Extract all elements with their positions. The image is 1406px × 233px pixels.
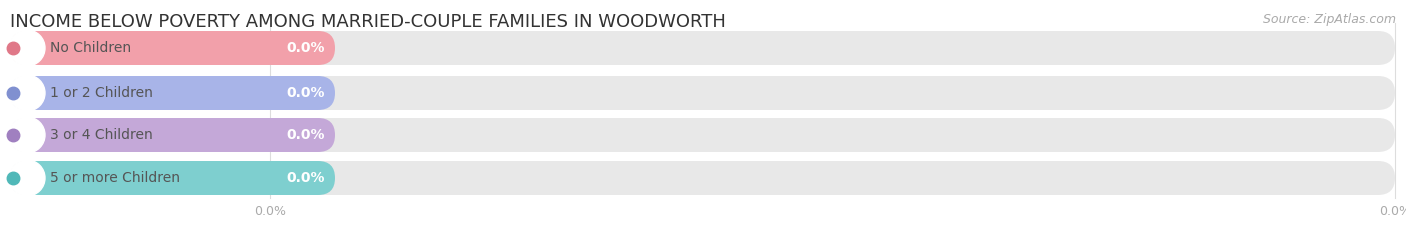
Circle shape — [8, 117, 45, 153]
Text: 1 or 2 Children: 1 or 2 Children — [51, 86, 153, 100]
FancyBboxPatch shape — [10, 118, 335, 152]
FancyBboxPatch shape — [10, 76, 1395, 110]
Text: 0.0%: 0.0% — [287, 86, 325, 100]
Text: 0.0%: 0.0% — [287, 171, 325, 185]
Text: 0.0%: 0.0% — [1379, 205, 1406, 218]
Text: No Children: No Children — [51, 41, 131, 55]
FancyBboxPatch shape — [10, 76, 335, 110]
FancyBboxPatch shape — [10, 31, 1395, 65]
Circle shape — [8, 30, 45, 66]
FancyBboxPatch shape — [10, 161, 1395, 195]
FancyBboxPatch shape — [10, 31, 335, 65]
Text: 0.0%: 0.0% — [287, 41, 325, 55]
Text: 5 or more Children: 5 or more Children — [51, 171, 180, 185]
Text: INCOME BELOW POVERTY AMONG MARRIED-COUPLE FAMILIES IN WOODWORTH: INCOME BELOW POVERTY AMONG MARRIED-COUPL… — [10, 13, 725, 31]
Text: Source: ZipAtlas.com: Source: ZipAtlas.com — [1263, 13, 1396, 26]
Text: 0.0%: 0.0% — [254, 205, 285, 218]
Text: 0.0%: 0.0% — [287, 128, 325, 142]
FancyBboxPatch shape — [10, 118, 1395, 152]
Circle shape — [8, 160, 45, 196]
FancyBboxPatch shape — [10, 161, 335, 195]
Text: 3 or 4 Children: 3 or 4 Children — [51, 128, 153, 142]
Circle shape — [8, 75, 45, 111]
